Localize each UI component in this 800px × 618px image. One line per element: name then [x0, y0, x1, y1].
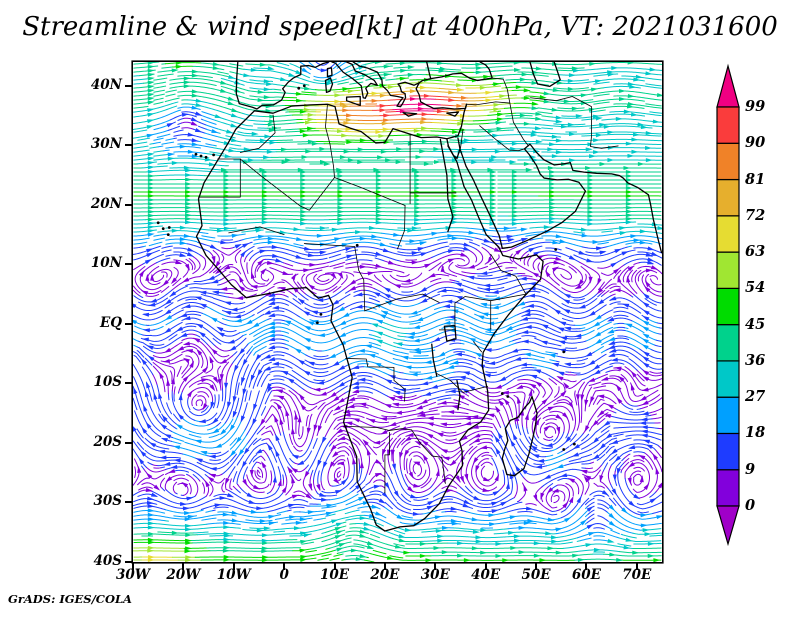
y-tick-label: 40S [93, 553, 122, 569]
x-tick [182, 563, 185, 570]
colorbar-scale [716, 63, 740, 547]
colorbar-label: 9 [745, 460, 756, 478]
attribution: GrADS: IGES/COLA [8, 592, 132, 606]
y-tick [125, 203, 132, 206]
colorbar-label: 63 [745, 243, 766, 261]
x-tick-label: 20W [166, 567, 201, 583]
x-tick [333, 563, 336, 570]
streamline-map-canvas [133, 62, 662, 562]
x-tick [535, 563, 538, 570]
colorbar-label: 0 [745, 497, 756, 514]
y-tick-label: 30S [93, 493, 122, 510]
y-tick [125, 263, 132, 266]
x-tick-label: 40E [471, 567, 501, 583]
x-tick-label: 10W [216, 567, 251, 583]
y-tick-label: 40N [90, 76, 122, 93]
x-tick [484, 563, 487, 570]
x-tick [132, 563, 134, 570]
x-tick-label: 10E [319, 567, 350, 583]
colorbar-label: 36 [745, 351, 766, 369]
x-tick [585, 563, 588, 570]
x-tick [434, 563, 437, 570]
colorbar-label: 27 [745, 388, 766, 406]
y-tick [125, 441, 132, 444]
y-tick-label: 20N [90, 195, 122, 212]
colorbar-label: 90 [745, 134, 766, 152]
y-tick [125, 561, 132, 563]
colorbar-label: 45 [745, 315, 766, 333]
x-tick-label: 0 [279, 567, 289, 583]
x-tick-label: 20E [370, 567, 400, 583]
x-tick-label: 60E [571, 567, 601, 583]
y-tick-label: 20S [93, 433, 122, 450]
chart-title: Streamline & wind speed[kt] at 400hPa, V… [22, 12, 778, 42]
x-tick-label: 30E [420, 567, 450, 583]
y-tick-label: 10N [90, 255, 122, 272]
x-tick [232, 563, 235, 570]
x-tick [283, 563, 286, 570]
y-tick [125, 144, 132, 147]
y-tick [125, 382, 132, 385]
colorbar-label: 99 [745, 98, 766, 115]
x-tick [635, 563, 638, 570]
y-tick-label: EQ [99, 314, 122, 331]
colorbar-label: 72 [745, 206, 766, 224]
y-tick-label: 30N [90, 136, 122, 153]
y-tick [125, 84, 132, 87]
colorbar-label: 81 [745, 170, 766, 188]
x-tick [383, 563, 386, 570]
colorbar-label: 18 [745, 424, 766, 442]
x-tick-label: 70E [622, 567, 652, 583]
y-tick-label: 10S [93, 374, 122, 391]
map-panel [133, 62, 662, 562]
x-tick-label: 50E [521, 567, 551, 583]
y-tick [125, 322, 132, 325]
colorbar: 0 9 18 27 36 45 54 63 72 81 90 99 [700, 58, 800, 588]
x-tick-label: 30W [116, 567, 150, 583]
colorbar-label: 54 [745, 279, 766, 297]
y-tick [125, 501, 132, 504]
